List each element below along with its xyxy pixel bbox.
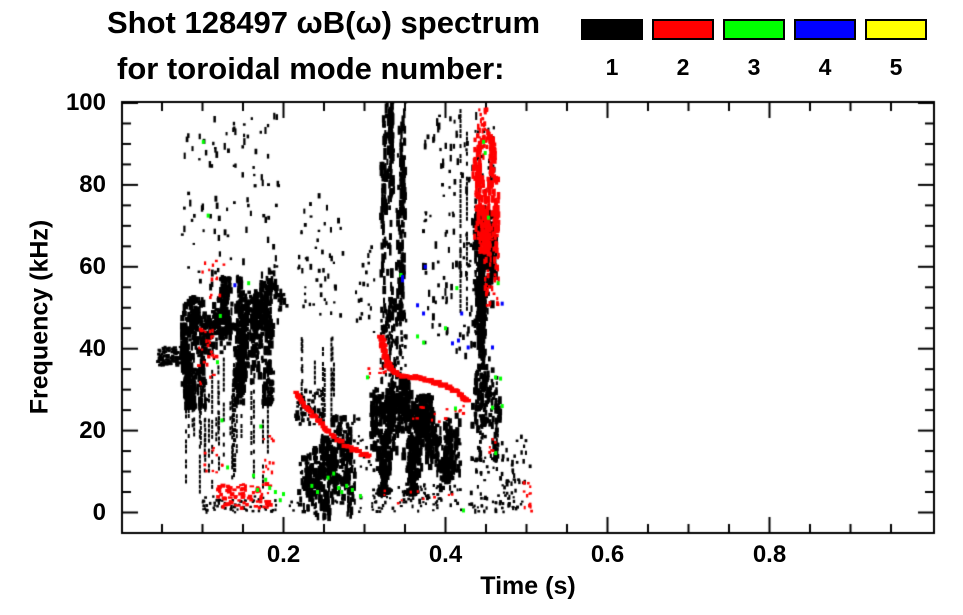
y-tick-label-0: 0 [92,498,106,526]
figure-title-line2: for toroidal mode number: [117,51,505,86]
figure-title-line1: Shot 128497 ωB(ω) spectrum [107,5,541,40]
x-axis-label: Time (s) [480,572,576,600]
mode-3-color-swatch [723,19,785,40]
y-tick-label-40: 40 [79,334,106,362]
legend-item-mode-3: 3 [723,19,785,79]
mode-color-legend: 1 2 3 4 5 [581,19,927,79]
mode-1-number-label: 1 [605,54,619,80]
mode-1-color-swatch [581,19,643,40]
mode-5-color-swatch [865,19,927,40]
mode-4-number-label: 4 [818,54,832,80]
y-axis-label: Frequency (kHz) [25,219,54,415]
y-tick-label-20: 20 [79,416,106,444]
y-tick-label-60: 60 [79,252,106,280]
legend-item-mode-5: 5 [865,19,927,79]
legend-item-mode-4: 4 [794,19,856,79]
x-tick-label-0.2: 0.2 [266,541,301,568]
legend-item-mode-2: 2 [652,19,714,79]
y-tick-label-100: 100 [65,89,106,116]
mode-2-number-label: 2 [676,54,690,80]
mode-2-color-swatch [652,19,714,40]
mode-3-number-label: 3 [747,54,761,80]
x-tick-label-0.4: 0.4 [428,541,463,568]
legend-item-mode-1: 1 [581,19,643,79]
mode-4-color-swatch [794,19,856,40]
x-tick-label-0.6: 0.6 [590,541,625,568]
y-tick-label-80: 80 [79,170,106,198]
x-tick-label-0.8: 0.8 [752,541,787,568]
mode-5-number-label: 5 [889,54,903,80]
